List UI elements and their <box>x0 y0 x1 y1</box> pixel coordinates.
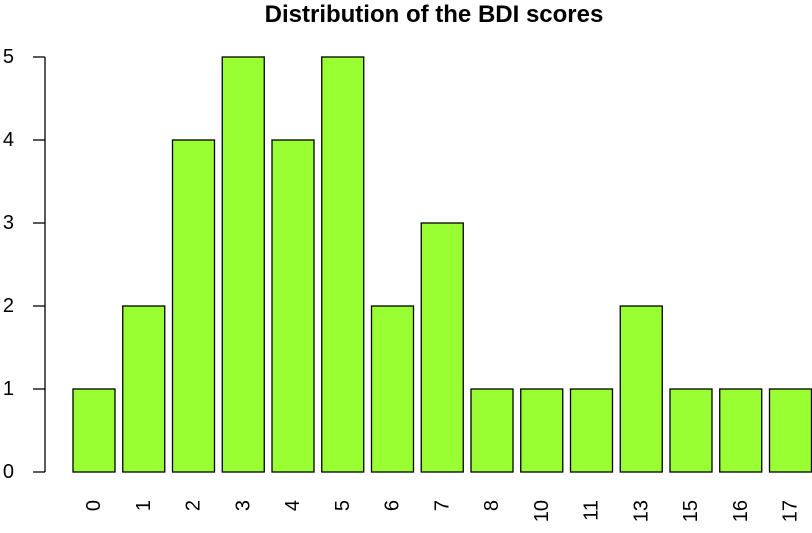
x-tick-label: 11 <box>581 500 603 521</box>
x-tick-label: 4 <box>282 500 304 511</box>
bar-1 <box>122 305 166 473</box>
y-tick-label: 1 <box>3 378 14 400</box>
bar-10 <box>520 388 564 473</box>
bar-7 <box>420 222 464 473</box>
y-tick-label: 2 <box>3 295 14 317</box>
bar-17 <box>768 388 812 473</box>
y-tick-label: 5 <box>3 46 14 68</box>
bar-2 <box>171 139 216 473</box>
x-tick-label: 17 <box>780 500 802 522</box>
x-tick-label: 16 <box>730 500 752 522</box>
bar-3 <box>221 56 265 473</box>
bar-11 <box>569 388 614 473</box>
y-axis: 0 1 2 3 4 5 <box>3 46 46 483</box>
x-tick-label: 10 <box>531 500 553 522</box>
bar-6 <box>370 305 415 473</box>
bar-4 <box>271 139 315 473</box>
bar-5 <box>321 56 365 473</box>
x-tick-label: 0 <box>83 500 105 511</box>
x-tick-label: 6 <box>382 500 404 511</box>
x-tick-label: 2 <box>183 500 205 511</box>
bar-8 <box>470 388 514 473</box>
y-tick-label: 3 <box>3 212 14 234</box>
y-tick-label: 4 <box>3 129 14 151</box>
x-tick-label: 3 <box>232 500 254 511</box>
bar-13 <box>619 305 663 473</box>
x-tick-label: 13 <box>630 500 652 522</box>
bars-group <box>72 56 812 473</box>
bar-16 <box>719 388 763 473</box>
chart-title: Distribution of the BDI scores <box>265 1 604 28</box>
x-tick-label: 8 <box>481 500 503 511</box>
bar-0 <box>72 388 116 473</box>
x-tick-label: 7 <box>431 500 453 511</box>
x-tick-label: 5 <box>332 500 354 511</box>
x-tick-label: 1 <box>133 500 155 511</box>
y-tick-label: 0 <box>3 461 14 483</box>
bar-15 <box>669 388 713 473</box>
x-tick-label: 15 <box>680 500 702 522</box>
x-axis-labels: 0 1 2 3 4 5 6 7 8 10 11 13 15 16 17 <box>83 500 802 522</box>
